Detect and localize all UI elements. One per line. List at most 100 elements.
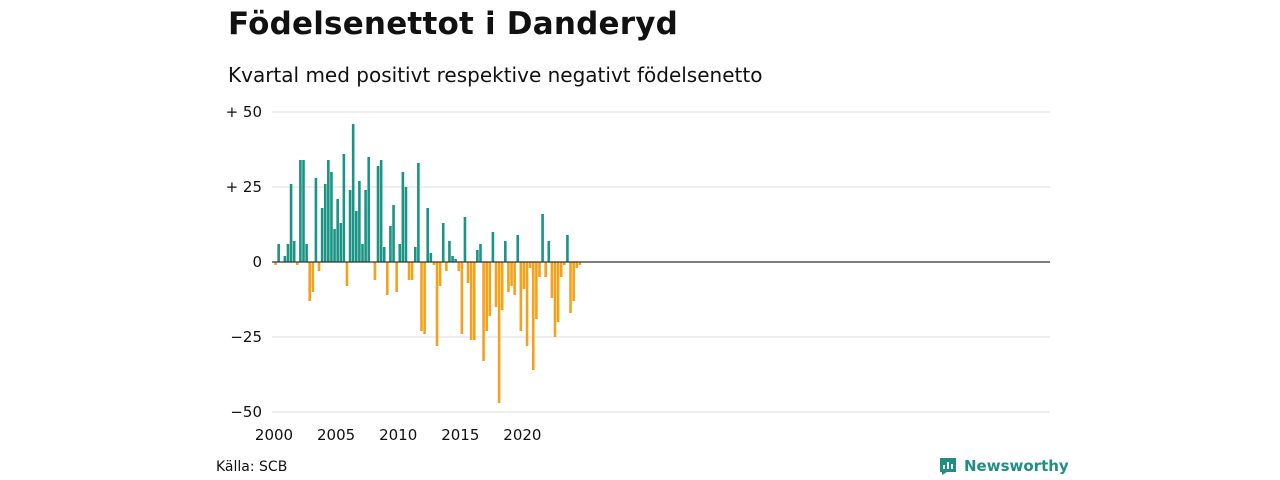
bar (292, 241, 296, 262)
y-tick-label: + 25 (226, 178, 262, 196)
bar (302, 160, 305, 262)
bar (330, 172, 333, 262)
bar (283, 256, 287, 262)
bar (507, 262, 510, 292)
bar (451, 256, 454, 262)
x-tick-label: 2000 (255, 426, 293, 444)
bar (342, 154, 346, 262)
bar (476, 250, 479, 262)
bar (556, 262, 560, 322)
bar (320, 208, 324, 262)
bar (432, 262, 436, 265)
brand-name: Newsworthy (964, 457, 1069, 475)
bar (457, 262, 461, 271)
bar (535, 262, 538, 319)
axes: + 50 + 25 0 −25 −50 2000 2005 2010 2015 2020 (226, 103, 1050, 444)
bar (550, 262, 554, 298)
bar (553, 262, 557, 337)
bar (395, 262, 398, 292)
bar (382, 247, 386, 262)
bar (410, 262, 414, 280)
bar (333, 229, 336, 262)
bar (528, 262, 532, 268)
x-tick-label: 2020 (503, 426, 541, 444)
bar (466, 262, 470, 283)
bar (351, 124, 355, 262)
bar (491, 232, 495, 262)
bar (386, 262, 389, 295)
bar (308, 262, 312, 301)
bar (392, 205, 395, 262)
bar (305, 244, 308, 262)
bar (323, 184, 327, 262)
bar (519, 262, 523, 331)
bar (463, 217, 467, 262)
bar (575, 262, 579, 268)
bar (494, 262, 498, 307)
bar (504, 241, 507, 262)
bar (376, 166, 380, 262)
bar (485, 262, 488, 331)
bar (572, 262, 575, 301)
x-tick-label: 2015 (441, 426, 479, 444)
newsworthy-logo-icon (940, 458, 956, 475)
bar (358, 181, 361, 262)
bar (441, 223, 445, 262)
bar (286, 244, 290, 262)
y-tick-label: −25 (230, 328, 262, 346)
bar (445, 262, 448, 271)
bar (460, 262, 464, 334)
bar (435, 262, 439, 346)
bar (420, 262, 423, 331)
bar (566, 235, 569, 262)
bar (413, 247, 417, 262)
bar (277, 244, 280, 262)
chart-title: Födelsenettot i Danderyd (228, 6, 679, 42)
bar (299, 160, 302, 262)
bar (361, 244, 364, 262)
bar (472, 262, 476, 340)
bar (407, 262, 411, 280)
bar (401, 172, 405, 262)
x-tick-label: 2010 (379, 426, 417, 444)
bar (336, 199, 339, 262)
bar (559, 262, 563, 277)
bar (389, 226, 392, 262)
bar (522, 262, 526, 289)
bar (525, 262, 529, 346)
bar (500, 262, 504, 310)
bar (354, 211, 358, 262)
bar (479, 244, 482, 262)
bar (274, 262, 277, 265)
bar (367, 157, 371, 262)
bar (541, 214, 544, 262)
bar (364, 190, 367, 262)
bar (438, 262, 442, 286)
bar (469, 262, 473, 340)
bar (497, 262, 501, 403)
bar (398, 244, 402, 262)
bar (563, 262, 566, 265)
bar (345, 262, 349, 286)
x-tick-label: 2005 (317, 426, 355, 444)
y-tick-label: + 50 (226, 103, 262, 121)
chart-subtitle: Kvartal med positivt respektive negativt… (228, 63, 763, 87)
bar (314, 178, 318, 262)
bar (531, 262, 535, 370)
brand-logo: Newsworthy (938, 456, 1069, 476)
bar (544, 262, 547, 277)
bar (448, 241, 451, 262)
bar (348, 190, 352, 262)
bar (482, 262, 485, 361)
y-tick-label: 0 (252, 253, 262, 271)
bar (547, 241, 551, 262)
bar (373, 262, 377, 280)
bar (516, 235, 520, 262)
bar (538, 262, 541, 277)
bar (429, 253, 433, 262)
bar (569, 262, 572, 313)
grid-lines (272, 111, 1050, 413)
bar (578, 262, 582, 265)
bar (379, 160, 383, 262)
